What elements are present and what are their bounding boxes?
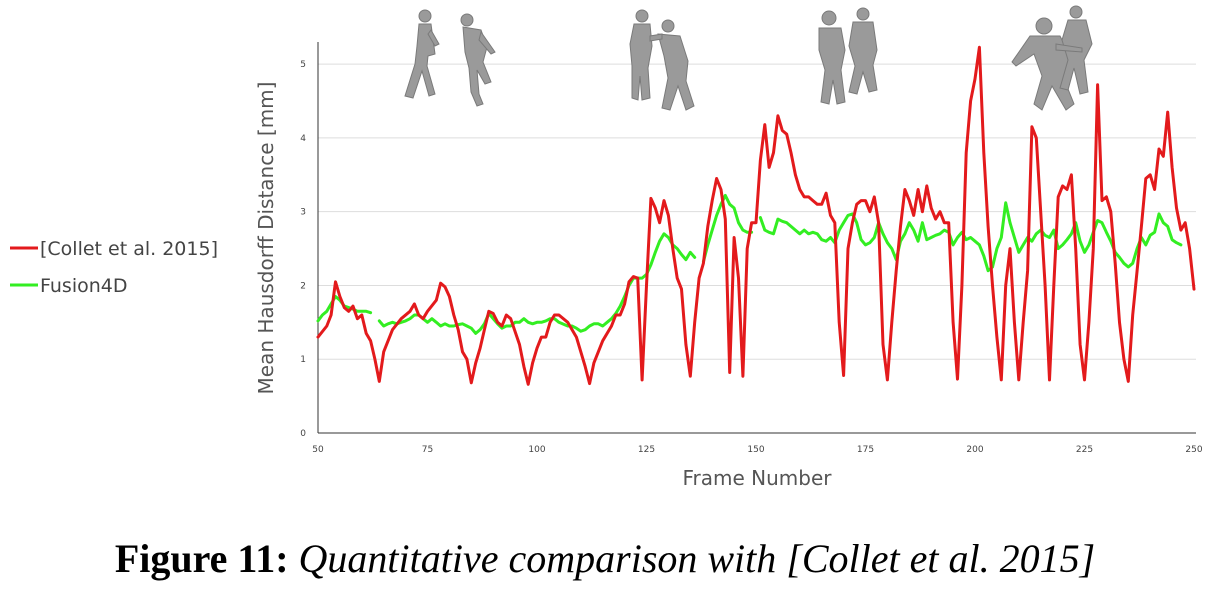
x-tick-label: 75: [422, 445, 433, 455]
figure-pair-1: [629, 9, 695, 111]
y-tick-label: 5: [300, 60, 306, 70]
caption-label: Figure 11:: [114, 536, 289, 581]
x-tick-label: 175: [857, 445, 874, 455]
legend: [Collet et al. 2015] Fusion4D: [10, 238, 218, 297]
human-figure-renderings: [404, 5, 1093, 111]
x-tick-label: 150: [747, 445, 764, 455]
y-tick-label: 0: [300, 429, 306, 439]
x-tick-label: 225: [1076, 445, 1093, 455]
series-line-fusion4d: [758, 201, 1183, 273]
y-tick-label: 1: [300, 355, 306, 365]
x-tick-label: 250: [1185, 445, 1202, 455]
y-tick-label: 3: [300, 208, 306, 218]
caption-text: Quantitative comparison with [Collet et …: [298, 536, 1096, 581]
series-lines: [316, 45, 1196, 386]
x-tick-label: 50: [312, 445, 324, 455]
figure-pair-2: [818, 7, 878, 105]
x-tick-label: 125: [638, 445, 655, 455]
y-tick-label: 2: [300, 281, 306, 291]
x-axis-title: Frame Number: [682, 466, 832, 490]
legend-label-collet: [Collet et al. 2015]: [40, 238, 218, 260]
figure-caption: Figure 11: Quantitative comparison with …: [0, 535, 1210, 582]
y-axis-title: Mean Hausdorff Distance [mm]: [254, 82, 278, 395]
legend-label-fusion4d: Fusion4D: [40, 275, 128, 297]
y-tick-label: 4: [300, 134, 306, 144]
series-line-collet: [316, 45, 1196, 386]
x-tick-label: 200: [966, 445, 983, 455]
series-line-fusion4d: [701, 193, 754, 264]
series-line-fusion4d: [377, 232, 697, 335]
chart-figure: 0 1 2 3 4 5 50 75 100 125 150 175 200 225 250 Frame N…: [10, 5, 1203, 490]
figure-running-1: [404, 9, 440, 99]
axes: [317, 42, 1196, 434]
y-tick-labels: 0 1 2 3 4 5: [300, 60, 306, 439]
x-tick-labels: 50 75 100 125 150 175 200 225 250: [312, 445, 1203, 455]
x-tick-label: 100: [528, 445, 545, 455]
figure-pair-3: [1011, 5, 1093, 111]
figure-running-2: [460, 13, 496, 107]
